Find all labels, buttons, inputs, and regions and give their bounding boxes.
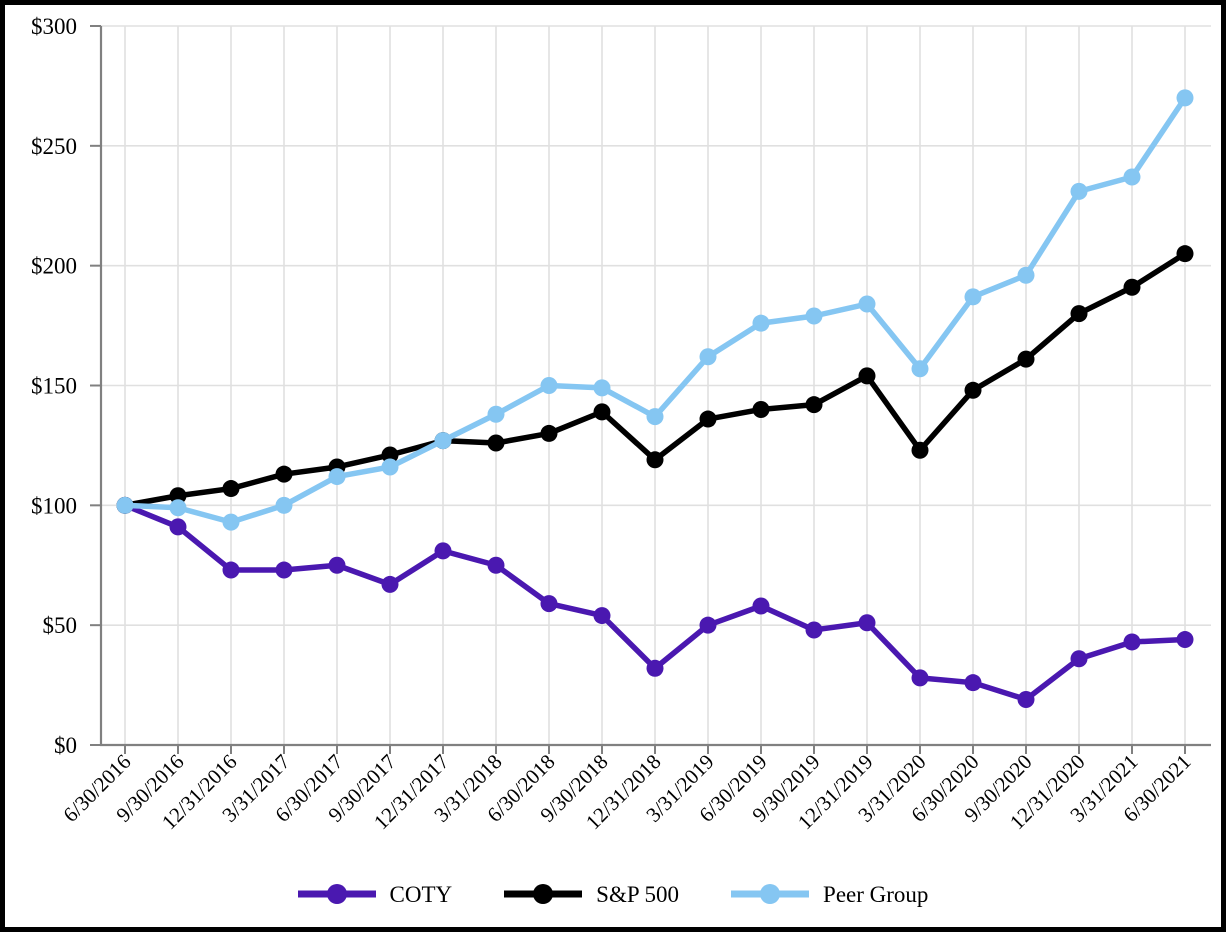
y-tick-label: $250 bbox=[31, 134, 77, 159]
data-point-marker bbox=[487, 434, 505, 452]
data-point-marker bbox=[1123, 278, 1141, 296]
data-point-marker bbox=[752, 314, 770, 332]
data-point-marker bbox=[964, 381, 982, 399]
data-point-marker bbox=[699, 410, 717, 428]
data-point-marker bbox=[275, 465, 293, 483]
legend-label-sp500: S&P 500 bbox=[596, 881, 680, 907]
legend-item-sp500: S&P 500 bbox=[504, 883, 679, 906]
legend-dot-sample bbox=[533, 884, 554, 904]
data-point-marker bbox=[805, 396, 823, 414]
data-point-marker bbox=[434, 432, 452, 450]
data-point-marker bbox=[964, 674, 982, 692]
data-point-marker bbox=[805, 307, 823, 325]
data-point-marker bbox=[222, 561, 240, 579]
data-point-marker bbox=[1123, 633, 1141, 651]
y-tick-label: $150 bbox=[31, 374, 77, 399]
data-point-marker bbox=[540, 377, 558, 394]
chart-canvas: $0 $50 $100 $150 $200 $250 $300 6/30/20169/30/2… bbox=[31, 14, 1211, 835]
sp500-line-marker-icon bbox=[504, 884, 583, 904]
legend-label-coty: COTY bbox=[389, 881, 453, 907]
data-point-marker bbox=[169, 499, 187, 517]
y-tick-label: $300 bbox=[31, 14, 77, 39]
data-point-marker bbox=[699, 616, 717, 634]
y-tick-label: $50 bbox=[43, 613, 78, 638]
chart-legend: COTY S&P 500 Peer Group bbox=[5, 871, 1221, 917]
data-point-marker bbox=[1176, 89, 1194, 107]
data-point-marker bbox=[381, 458, 399, 476]
axes bbox=[90, 25, 1211, 754]
data-point-marker bbox=[1123, 168, 1141, 186]
y-tick-label: $200 bbox=[31, 254, 77, 279]
data-point-marker bbox=[222, 480, 240, 498]
legend-dot-sample bbox=[326, 884, 347, 904]
coty-line-marker-icon bbox=[297, 884, 376, 904]
data-point-marker bbox=[1070, 305, 1088, 323]
data-point-marker bbox=[911, 669, 929, 687]
data-point-marker bbox=[1070, 650, 1088, 668]
data-point-marker bbox=[1176, 245, 1194, 263]
data-point-marker bbox=[593, 607, 611, 625]
data-point-marker bbox=[858, 614, 876, 632]
data-point-marker bbox=[116, 496, 134, 514]
y-tick-label: $0 bbox=[54, 733, 77, 758]
data-point-marker bbox=[911, 360, 929, 378]
legend-label-peer-group: Peer Group bbox=[823, 881, 929, 907]
data-point-marker bbox=[540, 424, 558, 442]
data-point-marker bbox=[540, 595, 558, 613]
data-point-marker bbox=[169, 487, 187, 505]
legend-item-peer-group: Peer Group bbox=[731, 883, 928, 906]
data-point-marker bbox=[434, 542, 452, 560]
data-point-marker bbox=[593, 379, 611, 397]
legend-item-coty: COTY bbox=[297, 881, 453, 907]
data-point-marker bbox=[911, 441, 929, 459]
data-point-marker bbox=[805, 621, 823, 639]
data-point-marker bbox=[381, 575, 399, 593]
peer-group-line-marker-icon bbox=[731, 884, 810, 904]
data-point-marker bbox=[964, 288, 982, 306]
data-point-marker bbox=[487, 556, 505, 574]
data-point-marker bbox=[1070, 182, 1088, 200]
data-point-marker bbox=[275, 561, 293, 579]
x-axis-tick-labels: 6/30/20169/30/201612/31/20163/31/20176/3… bbox=[58, 750, 1195, 835]
data-point-marker bbox=[1017, 690, 1035, 708]
data-point-marker bbox=[752, 597, 770, 615]
data-point-marker bbox=[593, 403, 611, 421]
data-point-marker bbox=[646, 659, 664, 677]
data-point-marker bbox=[169, 518, 187, 536]
gridlines bbox=[101, 25, 1211, 746]
data-point-marker bbox=[858, 367, 876, 385]
data-point-marker bbox=[381, 446, 399, 464]
data-point-marker bbox=[646, 408, 664, 426]
data-point-marker bbox=[1017, 266, 1035, 284]
data-point-marker bbox=[1176, 631, 1194, 649]
series-peer-group bbox=[116, 89, 1194, 531]
data-point-marker bbox=[487, 405, 505, 423]
data-point-marker bbox=[646, 451, 664, 469]
data-point-marker bbox=[1017, 350, 1035, 368]
data-point-marker bbox=[328, 556, 346, 574]
data-point-marker bbox=[752, 400, 770, 418]
y-tick-label: $100 bbox=[31, 493, 77, 518]
data-point-marker bbox=[275, 496, 293, 514]
y-axis-tick-labels: $0 $50 $100 $150 $200 $250 $300 bbox=[31, 14, 77, 758]
legend-dot-sample bbox=[760, 884, 781, 904]
data-point-marker bbox=[222, 513, 240, 531]
data-point-marker bbox=[699, 348, 717, 366]
data-point-marker bbox=[328, 468, 346, 486]
data-point-marker bbox=[858, 295, 876, 313]
